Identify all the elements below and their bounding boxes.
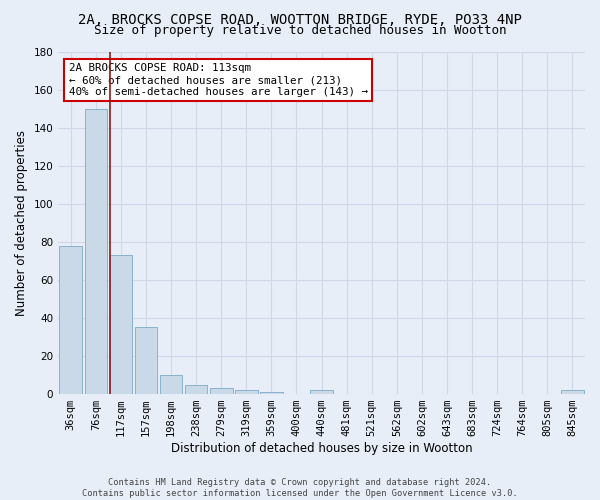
- Bar: [260, 392, 283, 394]
- Text: 2A, BROCKS COPSE ROAD, WOOTTON BRIDGE, RYDE, PO33 4NP: 2A, BROCKS COPSE ROAD, WOOTTON BRIDGE, R…: [78, 12, 522, 26]
- Bar: [110, 255, 132, 394]
- Text: 2A BROCKS COPSE ROAD: 113sqm
← 60% of detached houses are smaller (213)
40% of s: 2A BROCKS COPSE ROAD: 113sqm ← 60% of de…: [69, 64, 368, 96]
- Bar: [59, 246, 82, 394]
- Y-axis label: Number of detached properties: Number of detached properties: [15, 130, 28, 316]
- Bar: [235, 390, 257, 394]
- Bar: [210, 388, 233, 394]
- Text: Contains HM Land Registry data © Crown copyright and database right 2024.
Contai: Contains HM Land Registry data © Crown c…: [82, 478, 518, 498]
- Bar: [561, 390, 584, 394]
- Bar: [310, 390, 333, 394]
- Bar: [85, 108, 107, 394]
- Bar: [185, 384, 208, 394]
- Text: Size of property relative to detached houses in Wootton: Size of property relative to detached ho…: [94, 24, 506, 37]
- Bar: [160, 375, 182, 394]
- X-axis label: Distribution of detached houses by size in Wootton: Distribution of detached houses by size …: [171, 442, 472, 455]
- Bar: [134, 328, 157, 394]
